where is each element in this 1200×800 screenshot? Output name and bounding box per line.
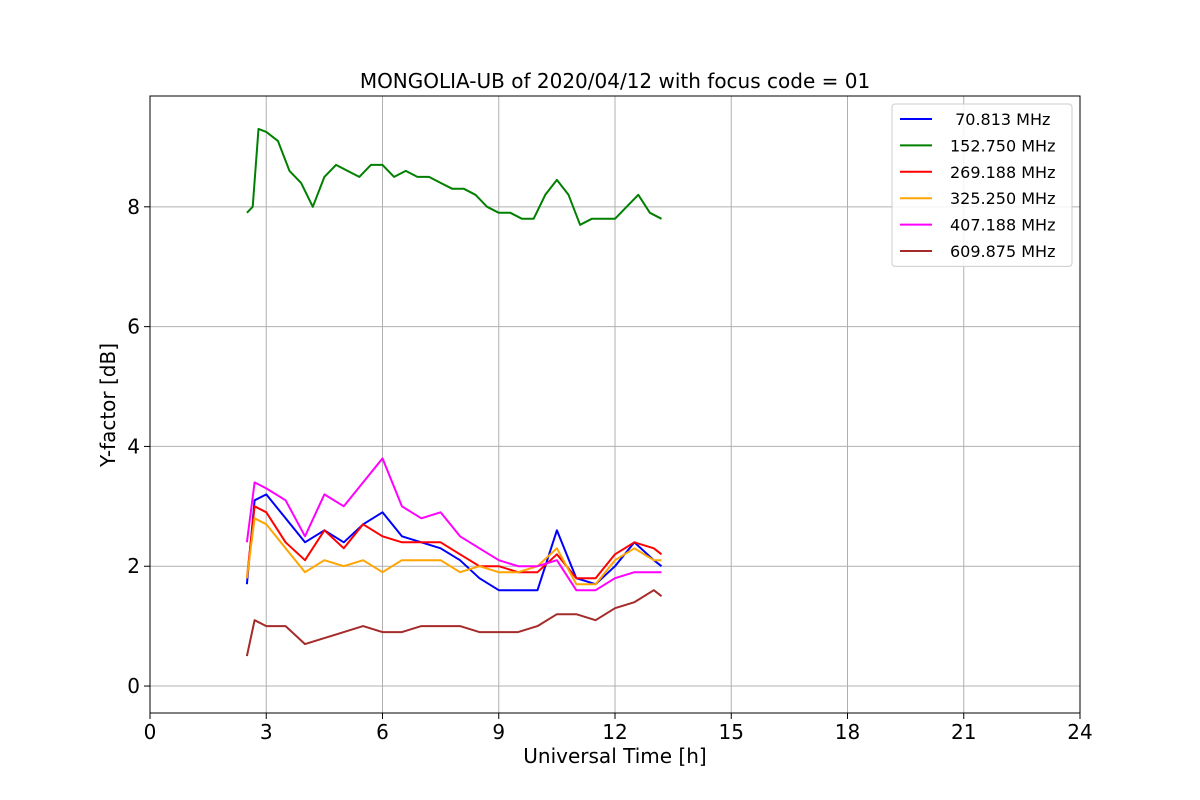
x-tick-label: 6 [376, 720, 389, 744]
legend-label-5: 407.188 MHz [950, 216, 1055, 235]
x-tick-label: 3 [260, 720, 273, 744]
legend-label-2: 152.750 MHz [950, 136, 1055, 155]
y-tick-label: 0 [127, 674, 140, 698]
series-line-4 [245, 517, 662, 586]
series-line-2 [246, 127, 662, 226]
legend-box [891, 103, 1073, 267]
x-tick-label: 12 [602, 720, 627, 744]
x-tick-label: 21 [951, 720, 976, 744]
y-axis-title: Y-factor [dB] [96, 343, 120, 468]
series-line-5 [245, 457, 662, 592]
y-tick-label: 2 [127, 554, 140, 578]
y-tick-label: 6 [127, 315, 140, 339]
legend-label-1: 70.813 MHz [950, 110, 1050, 129]
legend: 70.813 MHz 152.750 MHz 269.188 MHz 325.250 … [891, 103, 1073, 267]
series-line-3 [245, 505, 663, 580]
legend-label-6: 609.875 MHz [950, 242, 1055, 261]
series-lines [245, 127, 663, 657]
x-tick-label: 24 [1067, 720, 1092, 744]
x-tick-label: 0 [144, 720, 157, 744]
series-line-6 [245, 589, 663, 657]
legend-label-3: 269.188 MHz [950, 163, 1055, 182]
chart-title: MONGOLIA-UB of 2020/04/12 with focus cod… [360, 69, 870, 93]
x-tick-label: 9 [492, 720, 505, 744]
x-axis-title: Universal Time [h] [523, 744, 706, 768]
y-tick-label: 4 [127, 434, 140, 458]
legend-label-4: 325.250 MHz [950, 189, 1055, 208]
x-tick-label: 18 [835, 720, 860, 744]
y-tick-label: 8 [127, 195, 140, 219]
x-tick-label: 15 [719, 720, 744, 744]
